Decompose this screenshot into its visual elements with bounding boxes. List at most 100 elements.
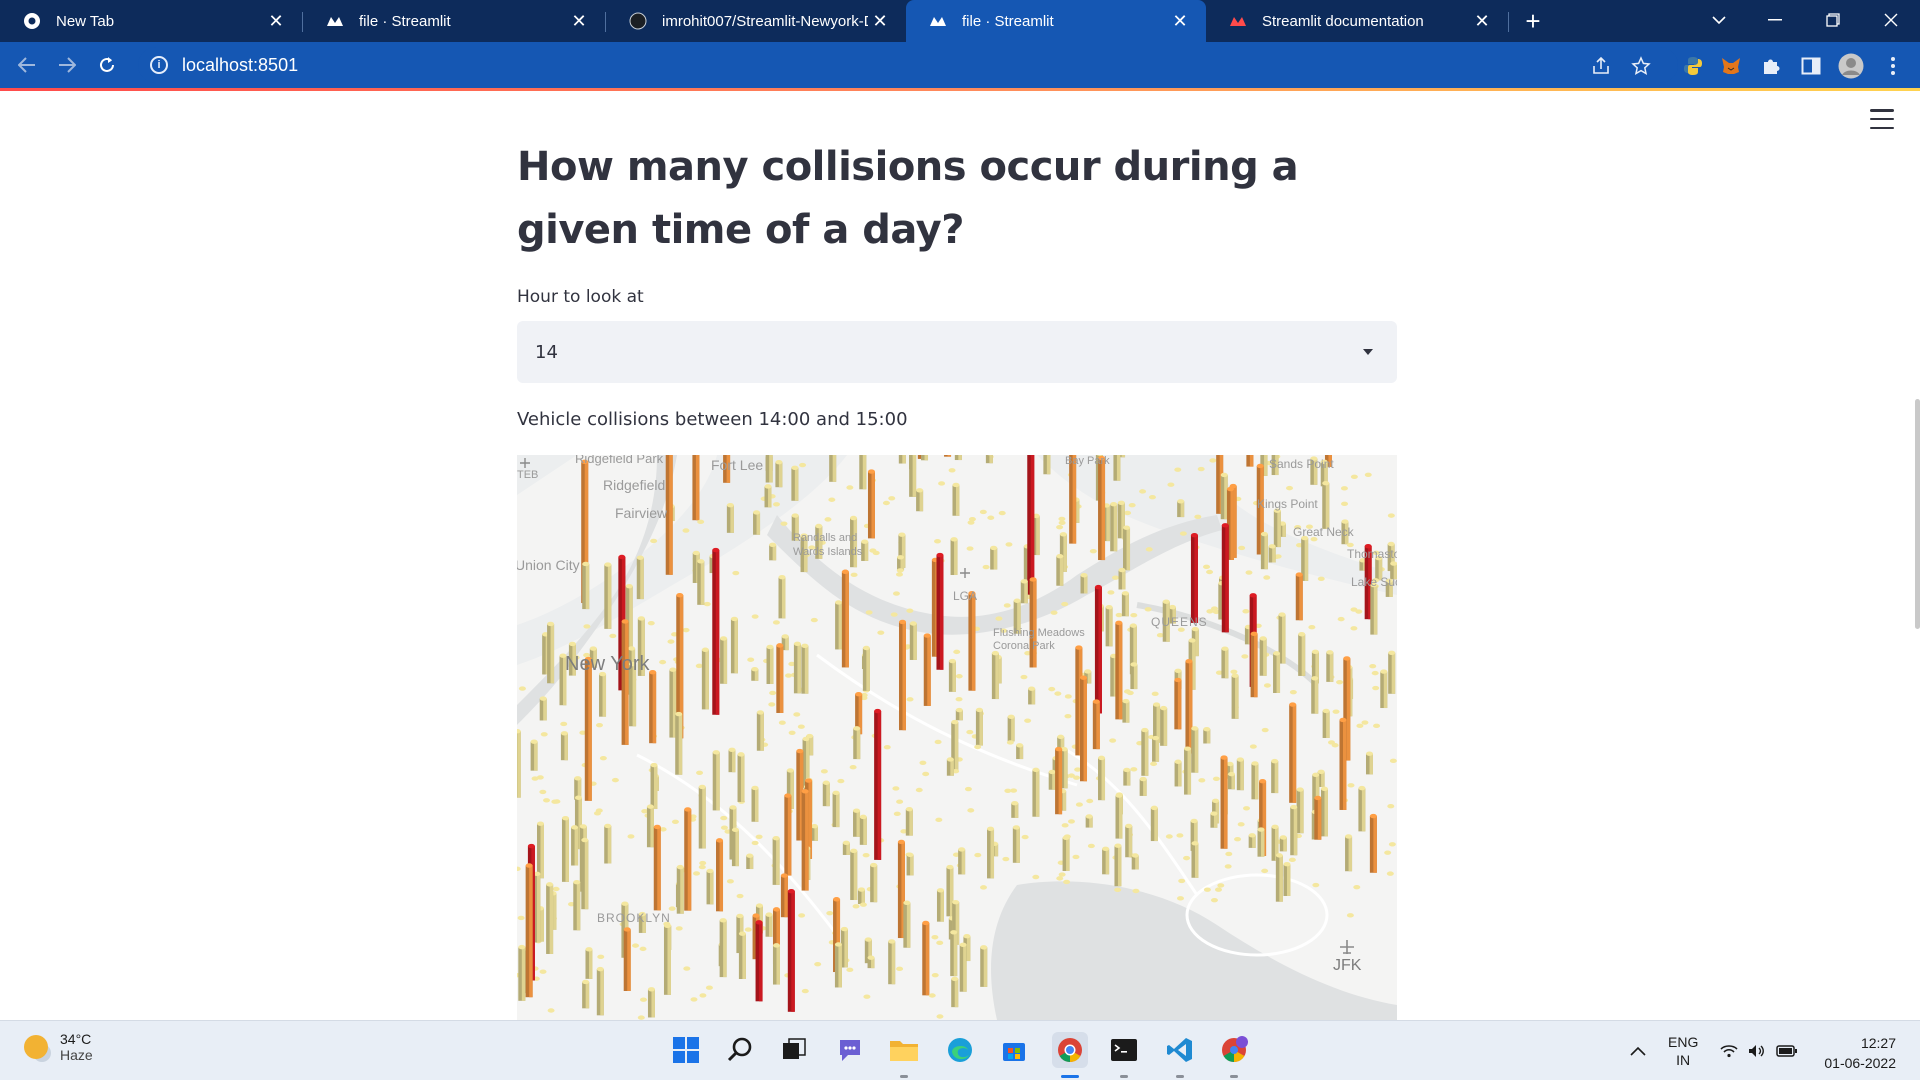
store-button[interactable]	[996, 1032, 1032, 1068]
collision-column	[1318, 577, 1325, 581]
close-icon[interactable]: ✕	[868, 9, 892, 33]
collision-column	[1107, 590, 1114, 594]
collision-column	[1061, 602, 1068, 606]
collision-column	[968, 591, 975, 691]
address-bar[interactable]: i localhost:8501	[138, 47, 1678, 83]
collision-column	[1222, 523, 1229, 632]
collision-column	[1004, 789, 1011, 793]
more-menu-icon[interactable]	[1880, 53, 1906, 79]
map-label: New York	[565, 653, 650, 676]
terminal-button[interactable]	[1106, 1032, 1142, 1068]
collision-column	[1174, 468, 1181, 472]
close-window-button[interactable]	[1868, 0, 1914, 40]
start-button[interactable]	[668, 1032, 704, 1068]
show-hidden-icons[interactable]	[1630, 1021, 1646, 1081]
collision-column	[1387, 871, 1394, 875]
tab-title: file · Streamlit	[962, 13, 1168, 30]
search-button[interactable]	[722, 1032, 758, 1068]
file-explorer-button[interactable]	[886, 1032, 922, 1068]
language-indicator[interactable]: ENG IN	[1668, 1021, 1698, 1081]
info-icon[interactable]: i	[150, 56, 168, 74]
collision-column	[922, 921, 929, 996]
collision-column	[1221, 473, 1228, 520]
collision-column	[953, 650, 960, 654]
restore-button[interactable]	[1810, 0, 1856, 40]
collision-column	[779, 721, 786, 725]
python-extension-icon[interactable]	[1680, 53, 1706, 79]
collision-column	[1345, 834, 1352, 871]
collision-column	[1098, 756, 1105, 800]
collision-column	[983, 565, 990, 569]
collision-column	[677, 865, 684, 914]
puzzle-extensions-icon[interactable]	[1758, 53, 1784, 79]
collision-column	[793, 712, 800, 716]
map-canvas[interactable]	[517, 455, 1397, 1020]
tab-streamlit-1[interactable]: file · Streamlit ✕	[303, 0, 605, 42]
close-icon[interactable]: ✕	[264, 9, 288, 33]
hour-select[interactable]: 14	[517, 321, 1397, 383]
collision-map[interactable]: Ridgefield Park Fort Lee Ridgefield Fair…	[517, 455, 1397, 1020]
collision-column	[753, 510, 760, 534]
chat-icon	[836, 1036, 864, 1064]
teams-chat-button[interactable]	[832, 1032, 868, 1068]
tab-new-tab[interactable]: New Tab ✕	[0, 0, 302, 42]
collision-column	[766, 912, 773, 936]
collision-column	[916, 788, 923, 792]
map-label: Sands Point	[1269, 457, 1334, 471]
new-tab-button[interactable]: +	[1518, 6, 1548, 36]
collision-column	[1238, 822, 1245, 826]
hour-select-label: Hour to look at	[517, 287, 644, 307]
collision-column	[1290, 690, 1297, 694]
profile-avatar[interactable]	[1838, 53, 1864, 79]
back-button[interactable]	[12, 50, 42, 80]
share-icon[interactable]	[1588, 53, 1614, 79]
collision-column	[627, 834, 634, 838]
collision-column	[967, 546, 974, 550]
collision-column	[1245, 570, 1252, 574]
chrome-button[interactable]	[1052, 1032, 1088, 1068]
collision-column	[727, 879, 734, 883]
close-icon[interactable]: ✕	[567, 9, 591, 33]
tab-search-button[interactable]	[1696, 0, 1742, 40]
collision-column	[1049, 770, 1056, 790]
collision-column	[868, 955, 875, 968]
url-text[interactable]: localhost:8501	[182, 55, 298, 76]
reload-button[interactable]	[92, 50, 122, 80]
collision-column	[676, 926, 683, 930]
collision-column	[955, 455, 962, 460]
metamask-extension-icon[interactable]	[1718, 53, 1744, 79]
tab-github[interactable]: imrohit007/Streamlit-Newyork-D ✕	[606, 0, 906, 42]
weather-widget[interactable]: 34°C Haze	[24, 1031, 93, 1063]
collision-column	[573, 880, 580, 930]
collision-column	[1114, 888, 1121, 892]
collision-column	[1361, 720, 1368, 724]
collision-column	[1175, 760, 1182, 787]
collision-column	[1011, 801, 1018, 818]
clock[interactable]: 12:27 01-06-2022	[1824, 1033, 1896, 1073]
chrome-profile-button[interactable]	[1216, 1032, 1252, 1068]
edge-button[interactable]	[942, 1032, 978, 1068]
sidepanel-icon[interactable]	[1798, 53, 1824, 79]
collision-column	[1380, 669, 1387, 708]
close-icon[interactable]: ✕	[1168, 9, 1192, 33]
chevron-up-icon	[1630, 1046, 1646, 1056]
collision-column	[683, 628, 690, 632]
forward-button[interactable]	[52, 50, 82, 80]
collision-column	[1004, 603, 1011, 607]
scrollbar-thumb[interactable]	[1915, 399, 1920, 629]
system-tray[interactable]	[1720, 1021, 1798, 1081]
task-view-button[interactable]	[776, 1032, 812, 1068]
vscode-button[interactable]	[1162, 1032, 1198, 1068]
collision-column	[1230, 670, 1237, 674]
minimize-button[interactable]	[1752, 0, 1798, 40]
close-icon[interactable]: ✕	[1470, 9, 1494, 33]
tab-streamlit-active[interactable]: file · Streamlit ✕	[906, 0, 1206, 42]
collision-column	[1251, 761, 1258, 799]
hamburger-menu-icon[interactable]	[1870, 109, 1894, 129]
tab-streamlit-docs[interactable]: Streamlit documentation ✕	[1206, 0, 1508, 42]
collision-column	[1086, 814, 1093, 827]
star-icon[interactable]	[1628, 53, 1654, 79]
restore-icon	[1826, 13, 1840, 27]
collision-column	[582, 980, 589, 1009]
collision-column	[949, 468, 956, 472]
